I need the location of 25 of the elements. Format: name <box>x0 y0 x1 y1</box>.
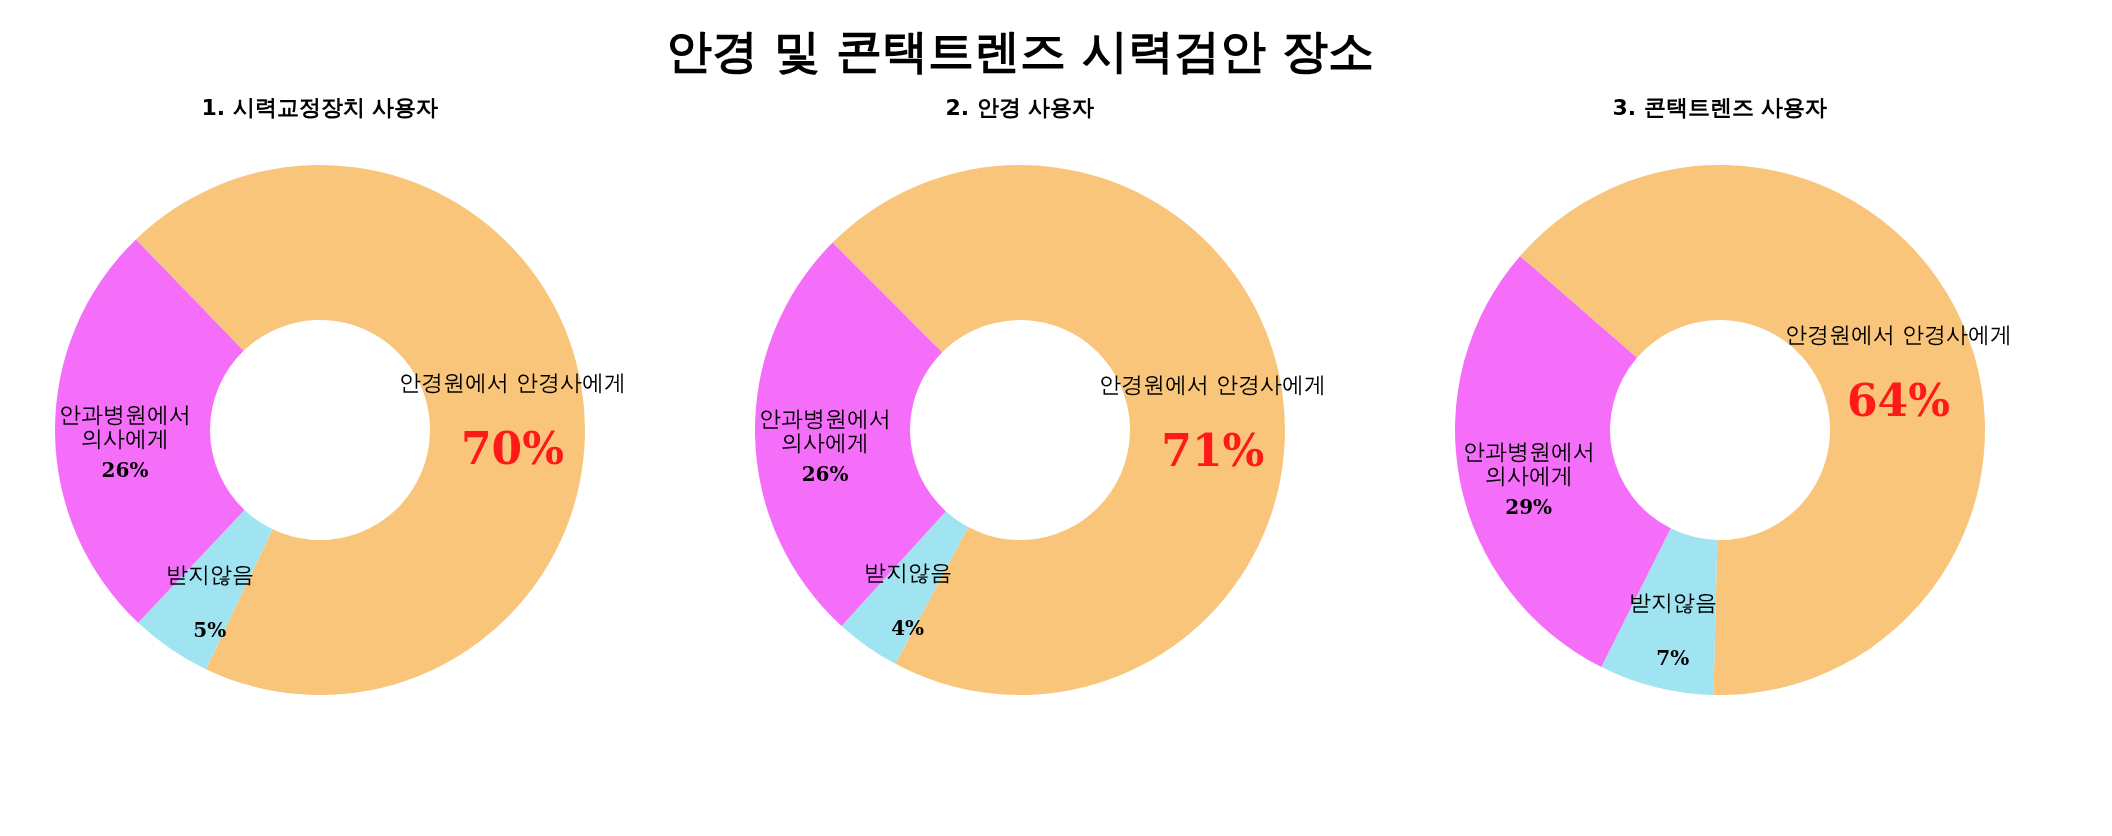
slice-label: 안경원에서 안경사에게 <box>398 369 626 395</box>
data-label: 26% <box>101 458 149 483</box>
data-label: 4% <box>891 616 925 641</box>
slice-label: 받지않음 <box>863 560 952 586</box>
donut-slice <box>1601 528 1718 695</box>
chart-title: 안경 및 콘택트렌즈 시력검안 장소 <box>665 24 1375 78</box>
slice-label: 받지않음 <box>1628 590 1717 616</box>
slice-label: 안과병원에서 의사에게 <box>759 405 892 455</box>
donut-slice <box>841 511 969 664</box>
slice-label: 안경원에서 안경사에게 <box>1784 322 2012 348</box>
chart-subtitle: 1. 시력교정장치 사용자 <box>201 95 439 120</box>
data-label: 70% <box>460 422 564 474</box>
slice-label: 안과병원에서 의사에게 <box>1462 438 1595 488</box>
data-label: 26% <box>801 461 849 486</box>
data-label: 64% <box>1846 375 1950 427</box>
data-label: 29% <box>1505 494 1553 519</box>
chart-subtitle: 3. 콘택트렌즈 사용자 <box>1612 95 1828 120</box>
chart-subtitle: 2. 안경 사용자 <box>945 95 1095 120</box>
slice-label: 안경원에서 안경사에게 <box>1099 372 1327 398</box>
slice-label: 받지않음 <box>165 561 254 587</box>
slice-label: 안과병원에서 의사에게 <box>59 402 191 452</box>
data-label: 5% <box>193 617 227 642</box>
data-label: 71% <box>1161 425 1265 477</box>
donut-slice <box>138 510 273 670</box>
data-label: 7% <box>1656 646 1690 671</box>
